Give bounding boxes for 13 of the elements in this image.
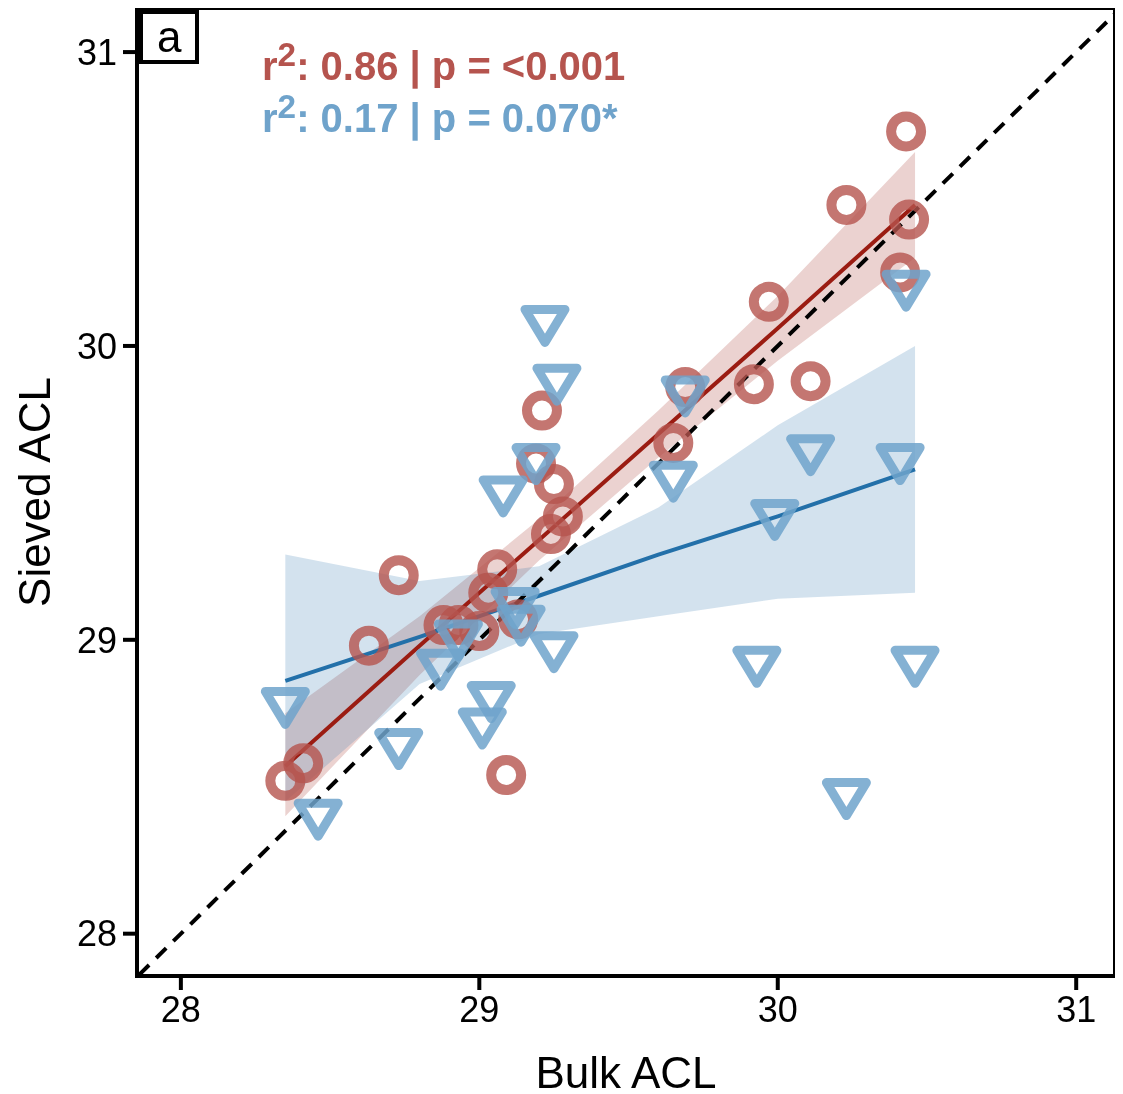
annotation: r$^{2}$: 0.86 | p = <0.001 [262,36,626,90]
x-tick-label: 30 [757,988,798,1030]
x-tick-label: 28 [160,988,201,1030]
x-tick-label: 31 [1056,988,1097,1030]
y-tick-label: 29 [76,619,117,661]
y-tick-label: 31 [76,31,117,73]
x-tick-label: 29 [459,988,500,1030]
y-tick-label: 30 [76,325,117,367]
annotation: a [139,10,200,64]
y-tick-label: 28 [76,913,117,955]
x-axis-title: Bulk ACL [535,1048,717,1094]
y-axis-title: Sieved ACL [9,377,59,607]
annotation: r$^{2}$: 0.17 | p = 0.070* [262,88,618,142]
